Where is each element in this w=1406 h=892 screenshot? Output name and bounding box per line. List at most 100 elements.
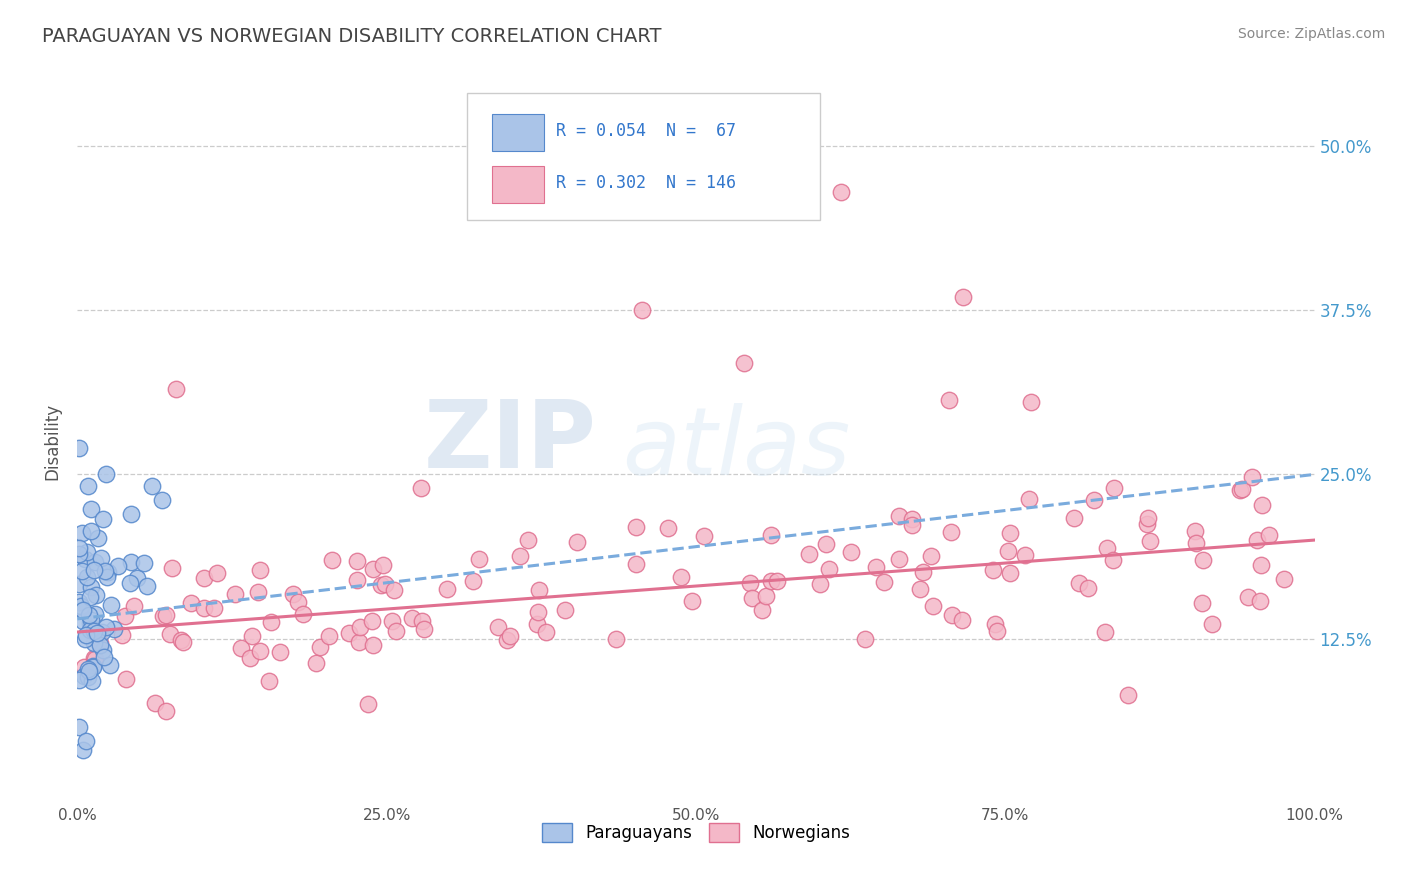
Point	[75, 733, 97, 747]
Point	[77, 664, 100, 678]
Point	[766, 574, 789, 589]
Legend: Paraguayans, Norwegians: Paraguayans, Norwegians	[536, 816, 856, 848]
Point	[83, 624, 105, 638]
Point	[120, 575, 142, 590]
Point	[436, 582, 458, 596]
Point	[347, 635, 370, 649]
Point	[159, 626, 181, 640]
Text: R = 0.302  N = 146: R = 0.302 N = 146	[557, 174, 737, 192]
Point	[1014, 549, 1036, 563]
Point	[349, 620, 371, 634]
Point	[889, 552, 911, 566]
Point	[751, 602, 773, 616]
Point	[67, 720, 90, 734]
Point	[630, 303, 652, 318]
Point	[165, 382, 187, 396]
Point	[1116, 688, 1139, 702]
Point	[269, 645, 291, 659]
Point	[77, 607, 100, 622]
Point	[921, 599, 943, 614]
Point	[115, 672, 138, 686]
Point	[998, 566, 1021, 580]
Point	[86, 625, 108, 640]
Point	[72, 615, 94, 629]
Point	[1201, 616, 1223, 631]
Point	[72, 660, 94, 674]
Point	[382, 582, 405, 597]
Point	[814, 537, 837, 551]
Point	[733, 356, 755, 370]
Point	[567, 535, 589, 549]
Text: ZIP: ZIP	[425, 395, 598, 488]
Point	[1229, 483, 1251, 497]
Point	[534, 625, 557, 640]
Point	[76, 479, 98, 493]
Point	[80, 501, 103, 516]
Point	[950, 613, 973, 627]
Point	[98, 657, 121, 672]
Point	[80, 580, 103, 594]
Point	[401, 611, 423, 625]
FancyBboxPatch shape	[467, 94, 820, 219]
Point	[72, 603, 94, 617]
Point	[997, 543, 1019, 558]
Point	[141, 479, 163, 493]
Point	[97, 566, 120, 580]
Point	[1063, 511, 1085, 525]
Point	[76, 545, 98, 559]
Point	[80, 674, 103, 689]
Point	[135, 579, 157, 593]
Point	[246, 585, 269, 599]
Point	[309, 640, 332, 654]
Text: Source: ZipAtlas.com: Source: ZipAtlas.com	[1237, 27, 1385, 41]
Text: R = 0.054  N =  67: R = 0.054 N = 67	[557, 122, 737, 140]
Point	[202, 601, 225, 615]
Point	[1272, 572, 1295, 586]
Point	[170, 632, 193, 647]
Point	[872, 574, 894, 589]
Point	[624, 557, 647, 571]
Point	[205, 566, 228, 580]
Point	[76, 570, 98, 584]
Point	[82, 660, 104, 674]
Point	[941, 607, 963, 622]
Point	[1137, 511, 1160, 525]
Point	[83, 563, 105, 577]
Point	[941, 524, 963, 539]
Point	[180, 596, 202, 610]
Point	[91, 624, 114, 639]
Point	[1192, 553, 1215, 567]
Point	[681, 594, 703, 608]
Point	[1241, 469, 1264, 483]
Y-axis label: Disability: Disability	[44, 403, 62, 480]
Point	[370, 578, 392, 592]
Point	[741, 591, 763, 606]
Point	[152, 609, 174, 624]
Point	[94, 467, 117, 482]
Point	[901, 512, 924, 526]
Point	[1257, 528, 1279, 542]
Point	[193, 571, 215, 585]
Point	[797, 547, 820, 561]
Point	[132, 557, 155, 571]
Point	[1191, 596, 1213, 610]
Point	[120, 508, 142, 522]
FancyBboxPatch shape	[492, 113, 544, 151]
Point	[912, 565, 935, 579]
Point	[1000, 525, 1022, 540]
Point	[193, 601, 215, 615]
Point	[1094, 625, 1116, 640]
Point	[381, 614, 404, 628]
Point	[361, 639, 384, 653]
Point	[67, 595, 90, 609]
Point	[287, 594, 309, 608]
Point	[517, 533, 540, 547]
Point	[371, 558, 394, 572]
Point	[84, 555, 107, 569]
Point	[657, 521, 679, 535]
Point	[986, 624, 1008, 639]
Point	[527, 605, 550, 619]
Point	[952, 290, 974, 304]
Point	[1237, 590, 1260, 604]
Point	[496, 632, 519, 647]
